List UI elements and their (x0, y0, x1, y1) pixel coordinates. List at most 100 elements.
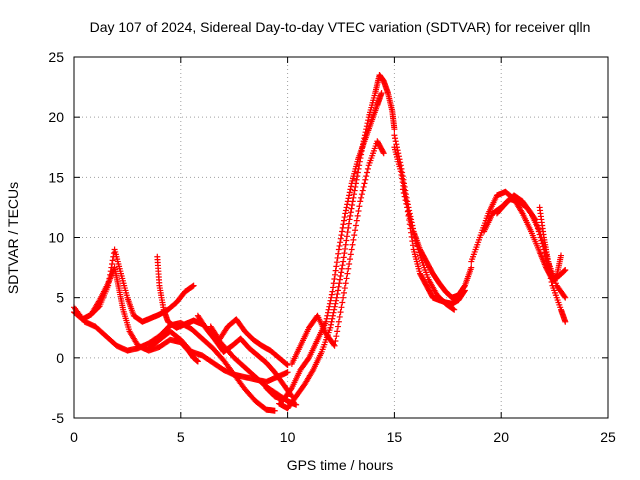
data-point (352, 183, 359, 190)
data-point (344, 229, 351, 236)
data-point (338, 232, 345, 239)
data-point (339, 224, 346, 231)
data-point (365, 117, 372, 124)
data-point (334, 328, 341, 335)
data-point (335, 250, 342, 257)
data-point (326, 303, 333, 310)
data-point (406, 215, 413, 222)
axis-ticks: 0 5 10 15 20 25 -5 0 5 10 15 20 25 (48, 49, 616, 445)
data-point (288, 386, 295, 393)
data-point (326, 300, 333, 307)
data-point (354, 173, 361, 180)
data-point (353, 176, 360, 183)
data-point (189, 283, 196, 290)
data-point (351, 232, 358, 239)
data-point (527, 209, 534, 216)
data-point (361, 180, 368, 187)
data-point (391, 132, 398, 139)
data-point (413, 240, 420, 247)
data-point (345, 220, 352, 227)
x-tick-label: 10 (280, 429, 296, 445)
data-point (347, 212, 354, 219)
data-point (354, 212, 361, 219)
data-point (405, 208, 412, 215)
data-point (105, 279, 112, 286)
data-point (352, 180, 359, 187)
y-tick-label: 10 (48, 230, 64, 246)
data-point (343, 204, 350, 211)
data-point (405, 211, 412, 218)
data-point (347, 251, 354, 258)
data-point (409, 238, 416, 245)
data-point (346, 189, 353, 196)
data-point (409, 225, 416, 232)
data-point (362, 129, 369, 136)
data-point (416, 249, 423, 256)
data-point (338, 269, 345, 276)
data-point (364, 120, 371, 127)
x-tick-label: 15 (387, 429, 403, 445)
data-point (356, 203, 363, 210)
data-point (347, 186, 354, 193)
data-point (328, 291, 335, 298)
data-point (349, 198, 356, 205)
data-point (106, 275, 113, 282)
data-point (345, 195, 352, 202)
data-point (330, 284, 337, 291)
data-point (415, 246, 422, 253)
data-point (411, 234, 418, 241)
data-point (337, 273, 344, 280)
grid-lines (74, 57, 608, 418)
data-markers (71, 72, 569, 414)
data-point (412, 237, 419, 244)
data-point (561, 267, 568, 274)
data-point (562, 294, 569, 301)
data-point (336, 242, 343, 249)
data-point (340, 217, 347, 224)
data-point (409, 242, 416, 249)
data-point (352, 227, 359, 234)
data-point (357, 155, 364, 162)
series-track-11 (391, 132, 475, 301)
data-point (560, 268, 567, 275)
data-point (327, 321, 334, 328)
data-point (109, 260, 116, 267)
data-point (340, 294, 347, 301)
y-axis-label: SDTVAR / TECUs (5, 182, 21, 294)
data-point (323, 315, 330, 322)
data-point (333, 333, 340, 340)
series-track-16 (493, 192, 569, 301)
data-point (335, 318, 342, 325)
y-tick-label: 25 (48, 49, 64, 65)
data-point (343, 275, 350, 282)
data-point (350, 194, 357, 201)
data-point (352, 222, 359, 229)
data-point (561, 293, 568, 300)
data-point (348, 205, 355, 212)
data-point (403, 200, 410, 207)
series-track-13 (399, 186, 458, 313)
data-point (337, 235, 344, 242)
data-point (342, 241, 349, 248)
data-point (335, 287, 342, 294)
y-tick-label: 0 (56, 350, 64, 366)
data-point (328, 294, 335, 301)
data-point (336, 313, 343, 320)
data-point (393, 141, 400, 148)
data-point (359, 187, 366, 194)
series-track-8 (263, 90, 385, 403)
data-point (353, 217, 360, 224)
data-point (558, 252, 565, 259)
data-point (284, 362, 291, 369)
data-point (349, 241, 356, 248)
data-point (340, 258, 347, 265)
data-point (329, 315, 336, 322)
data-point (341, 285, 348, 292)
data-point (414, 243, 421, 250)
data-point (451, 306, 458, 313)
data-point (194, 358, 201, 365)
data-point (363, 123, 370, 130)
data-point (356, 162, 363, 169)
data-point (397, 168, 404, 175)
data-point (333, 259, 340, 266)
